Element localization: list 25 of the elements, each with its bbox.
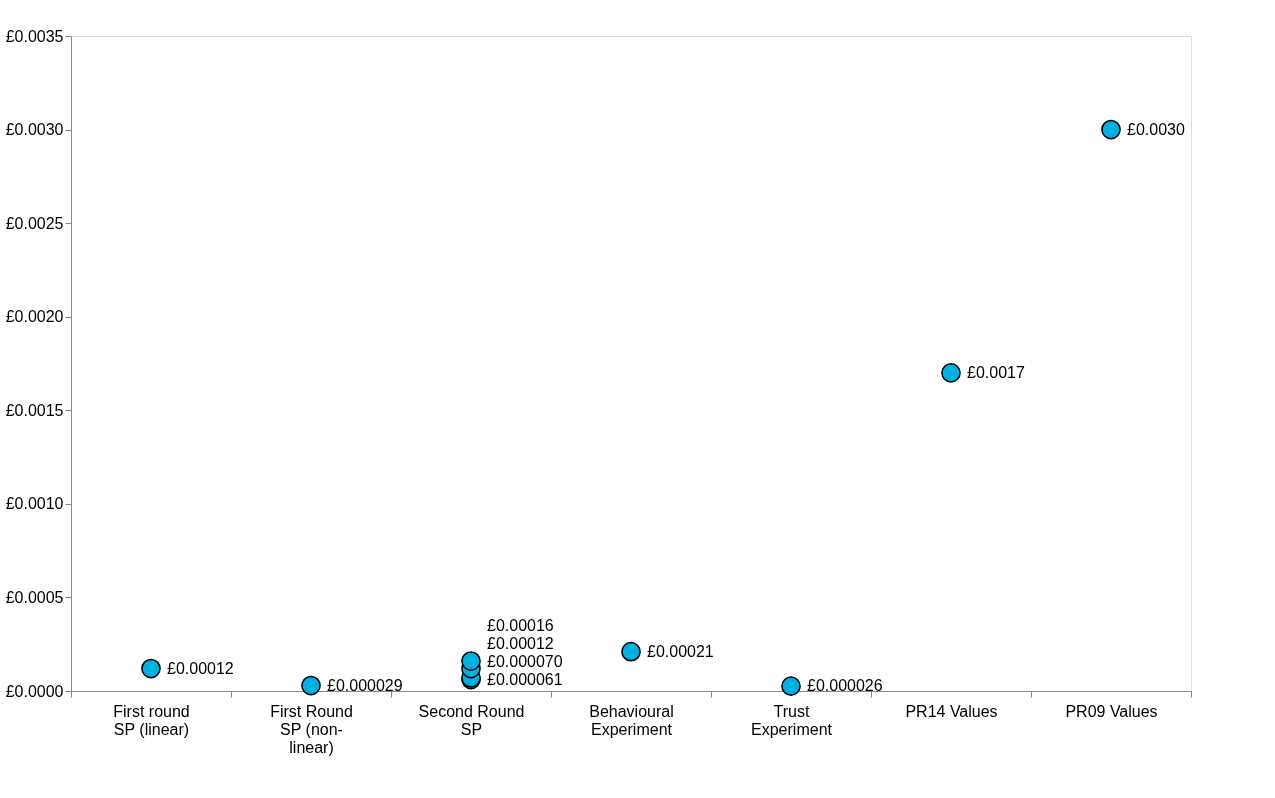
y-tick-label: £0.0005 [5,588,64,606]
y-tick-label: £0.0015 [5,401,64,419]
x-tick-label: First round SP (linear) [113,702,190,738]
y-tick-label: £0.0035 [5,27,64,45]
x-tick-label: First Round SP (non-linear) [270,702,353,756]
data-label: £0.000029 [327,676,403,694]
x-tick-label: Trust Experiment [751,702,833,738]
y-tick-label: £0.0025 [5,214,64,232]
data-label: £0.000026 [807,677,883,695]
y-tick-label: £0.0030 [5,121,64,139]
data-label: £0.000070 [487,652,563,670]
x-tick-label: PR09 Values [1065,702,1158,720]
y-tick-label: £0.0010 [5,495,64,513]
y-tick-label: £0.0000 [5,682,64,700]
data-label: £0.0017 [967,363,1025,381]
x-tick-label: Behavioural Experiment [589,702,674,738]
x-tick-label: PR14 Values [905,702,998,720]
y-tick-label: £0.0020 [5,308,64,326]
data-label: £0.00021 [647,642,714,660]
data-label: £0.00016 [487,616,554,634]
data-label: £0.000061 [487,670,563,688]
data-label: £0.0030 [1127,120,1185,138]
data-label: £0.00012 [167,659,234,677]
x-tick-label: Second Round SP [418,702,525,738]
data-label: £0.00012 [487,634,554,652]
